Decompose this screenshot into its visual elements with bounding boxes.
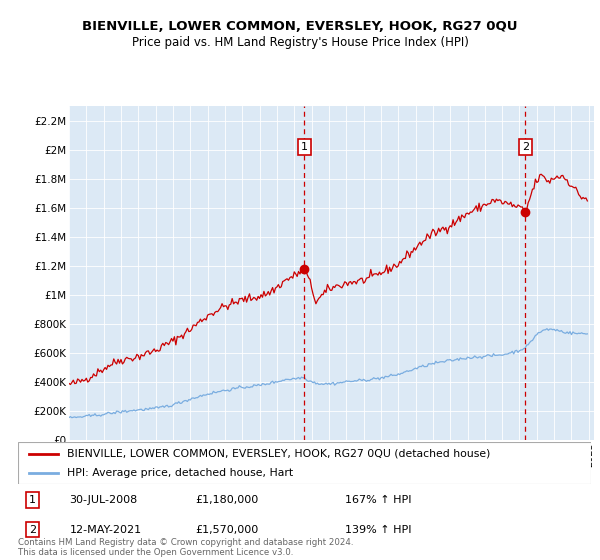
Text: £1,570,000: £1,570,000	[196, 525, 259, 535]
Text: 1: 1	[29, 495, 36, 505]
Text: 2: 2	[522, 142, 529, 152]
Text: BIENVILLE, LOWER COMMON, EVERSLEY, HOOK, RG27 0QU (detached house): BIENVILLE, LOWER COMMON, EVERSLEY, HOOK,…	[67, 449, 490, 459]
Text: Price paid vs. HM Land Registry's House Price Index (HPI): Price paid vs. HM Land Registry's House …	[131, 36, 469, 49]
Text: BIENVILLE, LOWER COMMON, EVERSLEY, HOOK, RG27 0QU: BIENVILLE, LOWER COMMON, EVERSLEY, HOOK,…	[82, 20, 518, 32]
Text: 1: 1	[301, 142, 308, 152]
Text: 12-MAY-2021: 12-MAY-2021	[70, 525, 142, 535]
Text: £1,180,000: £1,180,000	[196, 495, 259, 505]
FancyBboxPatch shape	[18, 442, 591, 484]
Text: 167% ↑ HPI: 167% ↑ HPI	[344, 495, 411, 505]
Text: HPI: Average price, detached house, Hart: HPI: Average price, detached house, Hart	[67, 468, 293, 478]
Text: 2: 2	[29, 525, 36, 535]
Text: 30-JUL-2008: 30-JUL-2008	[70, 495, 138, 505]
Text: Contains HM Land Registry data © Crown copyright and database right 2024.
This d: Contains HM Land Registry data © Crown c…	[18, 538, 353, 557]
Text: 139% ↑ HPI: 139% ↑ HPI	[344, 525, 411, 535]
